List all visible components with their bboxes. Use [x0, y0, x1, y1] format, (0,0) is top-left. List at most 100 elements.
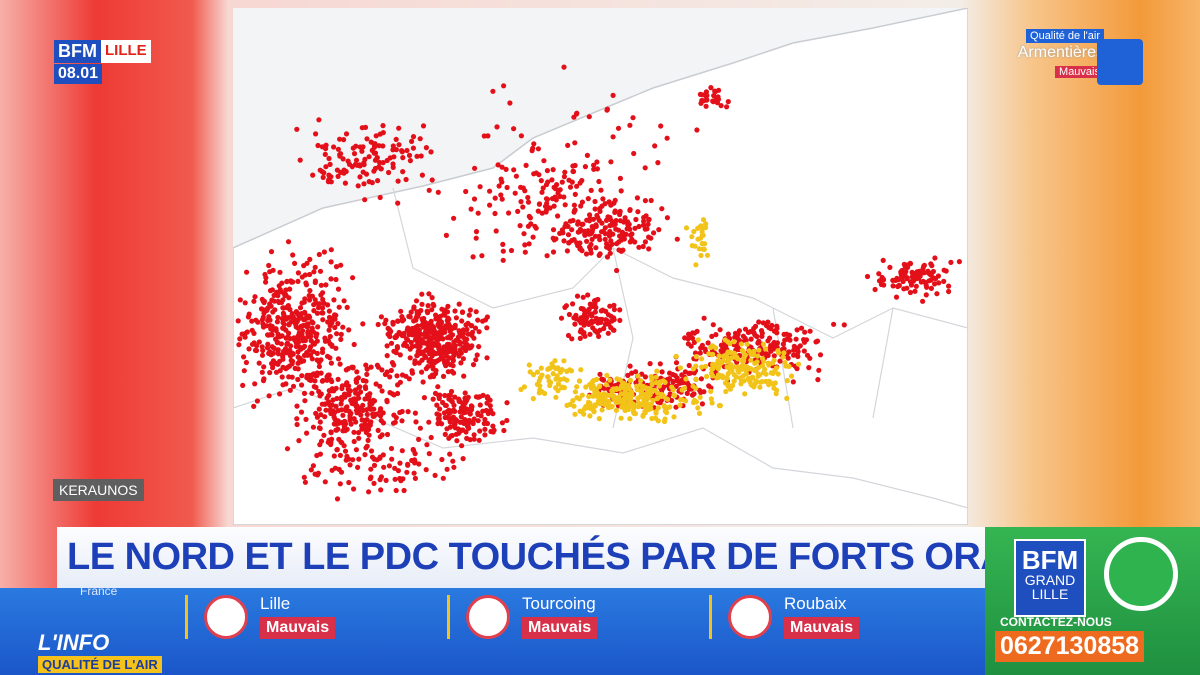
lightning-strike	[353, 379, 360, 385]
lightning-strike	[774, 325, 780, 331]
lightning-strike	[445, 414, 451, 420]
lightning-strike	[374, 411, 380, 417]
lightning-strike	[561, 238, 567, 244]
lightning-strike	[739, 358, 745, 364]
lightning-strike	[419, 369, 425, 375]
lightning-strike	[630, 402, 637, 408]
lightning-strike	[354, 162, 360, 168]
lightning-strike	[695, 337, 701, 343]
lightning-strike	[580, 330, 586, 337]
lightning-strike	[330, 410, 336, 416]
lightning-strike	[625, 219, 631, 225]
lightning-strike	[290, 252, 296, 258]
lightning-strike	[907, 289, 914, 296]
lightning-strike	[641, 214, 647, 221]
lightning-strike	[652, 143, 658, 149]
lightning-strike	[405, 337, 411, 343]
lightning-strike	[724, 104, 730, 110]
lightning-strike	[664, 135, 670, 141]
lightning-strike	[330, 397, 336, 403]
lightning-strike	[269, 287, 275, 293]
lightning-strike	[526, 362, 532, 368]
lightning-strike	[679, 397, 685, 403]
lightning-strike	[393, 415, 399, 421]
lightning-strike	[604, 107, 610, 113]
lightning-strike	[735, 331, 741, 337]
lightning-strike	[329, 467, 335, 473]
lightning-strike	[480, 408, 486, 414]
lightning-strike	[511, 167, 517, 173]
lightning-strike	[718, 342, 724, 348]
lightning-strike	[388, 445, 395, 452]
lightning-strike	[538, 365, 544, 371]
lightning-strike	[367, 422, 373, 428]
lightning-strike	[344, 304, 350, 310]
lightning-strike	[784, 378, 790, 384]
lightning-strike	[405, 409, 411, 415]
lightning-strike	[294, 403, 300, 409]
lightning-strike	[312, 278, 318, 284]
lightning-strike	[616, 247, 622, 253]
lightning-strike	[752, 323, 759, 329]
lightning-strike	[703, 221, 709, 227]
lightning-strike	[523, 162, 529, 168]
lightning-strike	[455, 334, 461, 340]
lightning-strike	[437, 406, 443, 412]
lightning-strike	[817, 352, 824, 358]
lightning-strike	[416, 436, 422, 442]
lightning-strike	[586, 393, 592, 400]
lightning-strike	[265, 317, 271, 323]
lightning-strike	[754, 333, 760, 340]
lightning-strike	[261, 310, 267, 316]
lightning-strike	[301, 474, 307, 480]
lightning-strike	[642, 226, 648, 232]
lightning-strike	[725, 339, 731, 345]
lightning-strike	[613, 399, 619, 405]
land	[233, 8, 968, 525]
lightning-strike	[259, 296, 265, 302]
lightning-strike	[627, 207, 633, 213]
lightning-strike	[378, 406, 384, 412]
lightning-strike	[329, 343, 335, 349]
lightning-strike	[452, 308, 458, 314]
lightning-strike	[362, 124, 369, 130]
lightning-strike	[756, 347, 762, 353]
lightning-strike	[313, 333, 319, 340]
lightning-strike	[559, 179, 565, 185]
lightning-strike	[340, 156, 346, 162]
program-line: QUALITÉ DE L'AIR	[38, 656, 162, 673]
lightning-strike	[401, 330, 407, 337]
lightning-strike	[731, 378, 737, 384]
lightning-strike	[270, 309, 276, 315]
lightning-strike	[467, 307, 473, 313]
lightning-strike	[413, 298, 420, 304]
lightning-strike	[320, 310, 326, 316]
lightning-strike	[518, 199, 524, 205]
lightning-strike	[444, 408, 450, 415]
lightning-strike	[395, 178, 401, 184]
lightning-strike	[558, 315, 565, 321]
lightning-strike	[314, 357, 320, 363]
lightning-strike	[331, 414, 337, 420]
lightning-strike	[565, 232, 572, 238]
lightning-strike	[781, 350, 787, 356]
lightning-strike	[470, 254, 476, 260]
lightning-strike	[696, 246, 702, 252]
lightning-strike	[749, 382, 755, 388]
lightning-strike	[315, 305, 322, 311]
lightning-strike	[345, 158, 351, 164]
lightning-strike	[612, 209, 618, 215]
lightning-strike	[412, 475, 418, 481]
lightning-strike	[309, 325, 315, 331]
status: Mauvais	[1055, 66, 1104, 78]
lightning-strike	[607, 250, 613, 256]
lightning-strike	[533, 170, 539, 176]
lightning-strike	[604, 244, 610, 250]
lightning-strike	[322, 479, 328, 485]
lightning-strike	[471, 436, 477, 442]
lightning-strike	[297, 157, 303, 163]
lightning-strike	[618, 415, 624, 421]
lightning-strike	[499, 164, 505, 170]
lightning-strike	[611, 302, 617, 308]
